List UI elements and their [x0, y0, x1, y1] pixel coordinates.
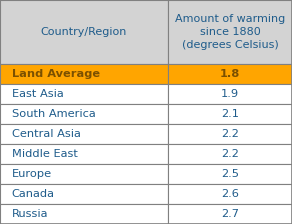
Text: Europe: Europe [12, 169, 52, 179]
Text: 2.5: 2.5 [221, 169, 239, 179]
Bar [0, 164, 168, 184]
Bar [168, 64, 292, 84]
Bar [0, 84, 168, 104]
Text: 2.6: 2.6 [221, 189, 239, 199]
Text: 2.2: 2.2 [221, 149, 239, 159]
Bar [168, 0, 292, 64]
Bar [0, 144, 168, 164]
Bar [0, 124, 168, 144]
Bar [0, 104, 168, 124]
Bar [168, 84, 292, 104]
Bar [168, 164, 292, 184]
Bar [168, 144, 292, 164]
Text: Country/Region: Country/Region [41, 27, 127, 37]
Bar [168, 104, 292, 124]
Bar [0, 0, 168, 64]
Text: 2.2: 2.2 [221, 129, 239, 139]
Text: Russia: Russia [12, 209, 48, 219]
Bar [168, 204, 292, 224]
Bar [0, 64, 168, 84]
Text: Amount of warming
since 1880
(degrees Celsius): Amount of warming since 1880 (degrees Ce… [175, 14, 285, 50]
Text: 1.9: 1.9 [221, 89, 239, 99]
Bar [168, 124, 292, 144]
Text: 1.8: 1.8 [220, 69, 240, 79]
Text: South America: South America [12, 109, 95, 119]
Text: 2.7: 2.7 [221, 209, 239, 219]
Text: Land Average: Land Average [12, 69, 100, 79]
Text: Canada: Canada [12, 189, 55, 199]
Text: Middle East: Middle East [12, 149, 78, 159]
Bar [0, 184, 168, 204]
Text: East Asia: East Asia [12, 89, 63, 99]
Bar [168, 184, 292, 204]
Text: 2.1: 2.1 [221, 109, 239, 119]
Bar [0, 204, 168, 224]
Text: Central Asia: Central Asia [12, 129, 81, 139]
